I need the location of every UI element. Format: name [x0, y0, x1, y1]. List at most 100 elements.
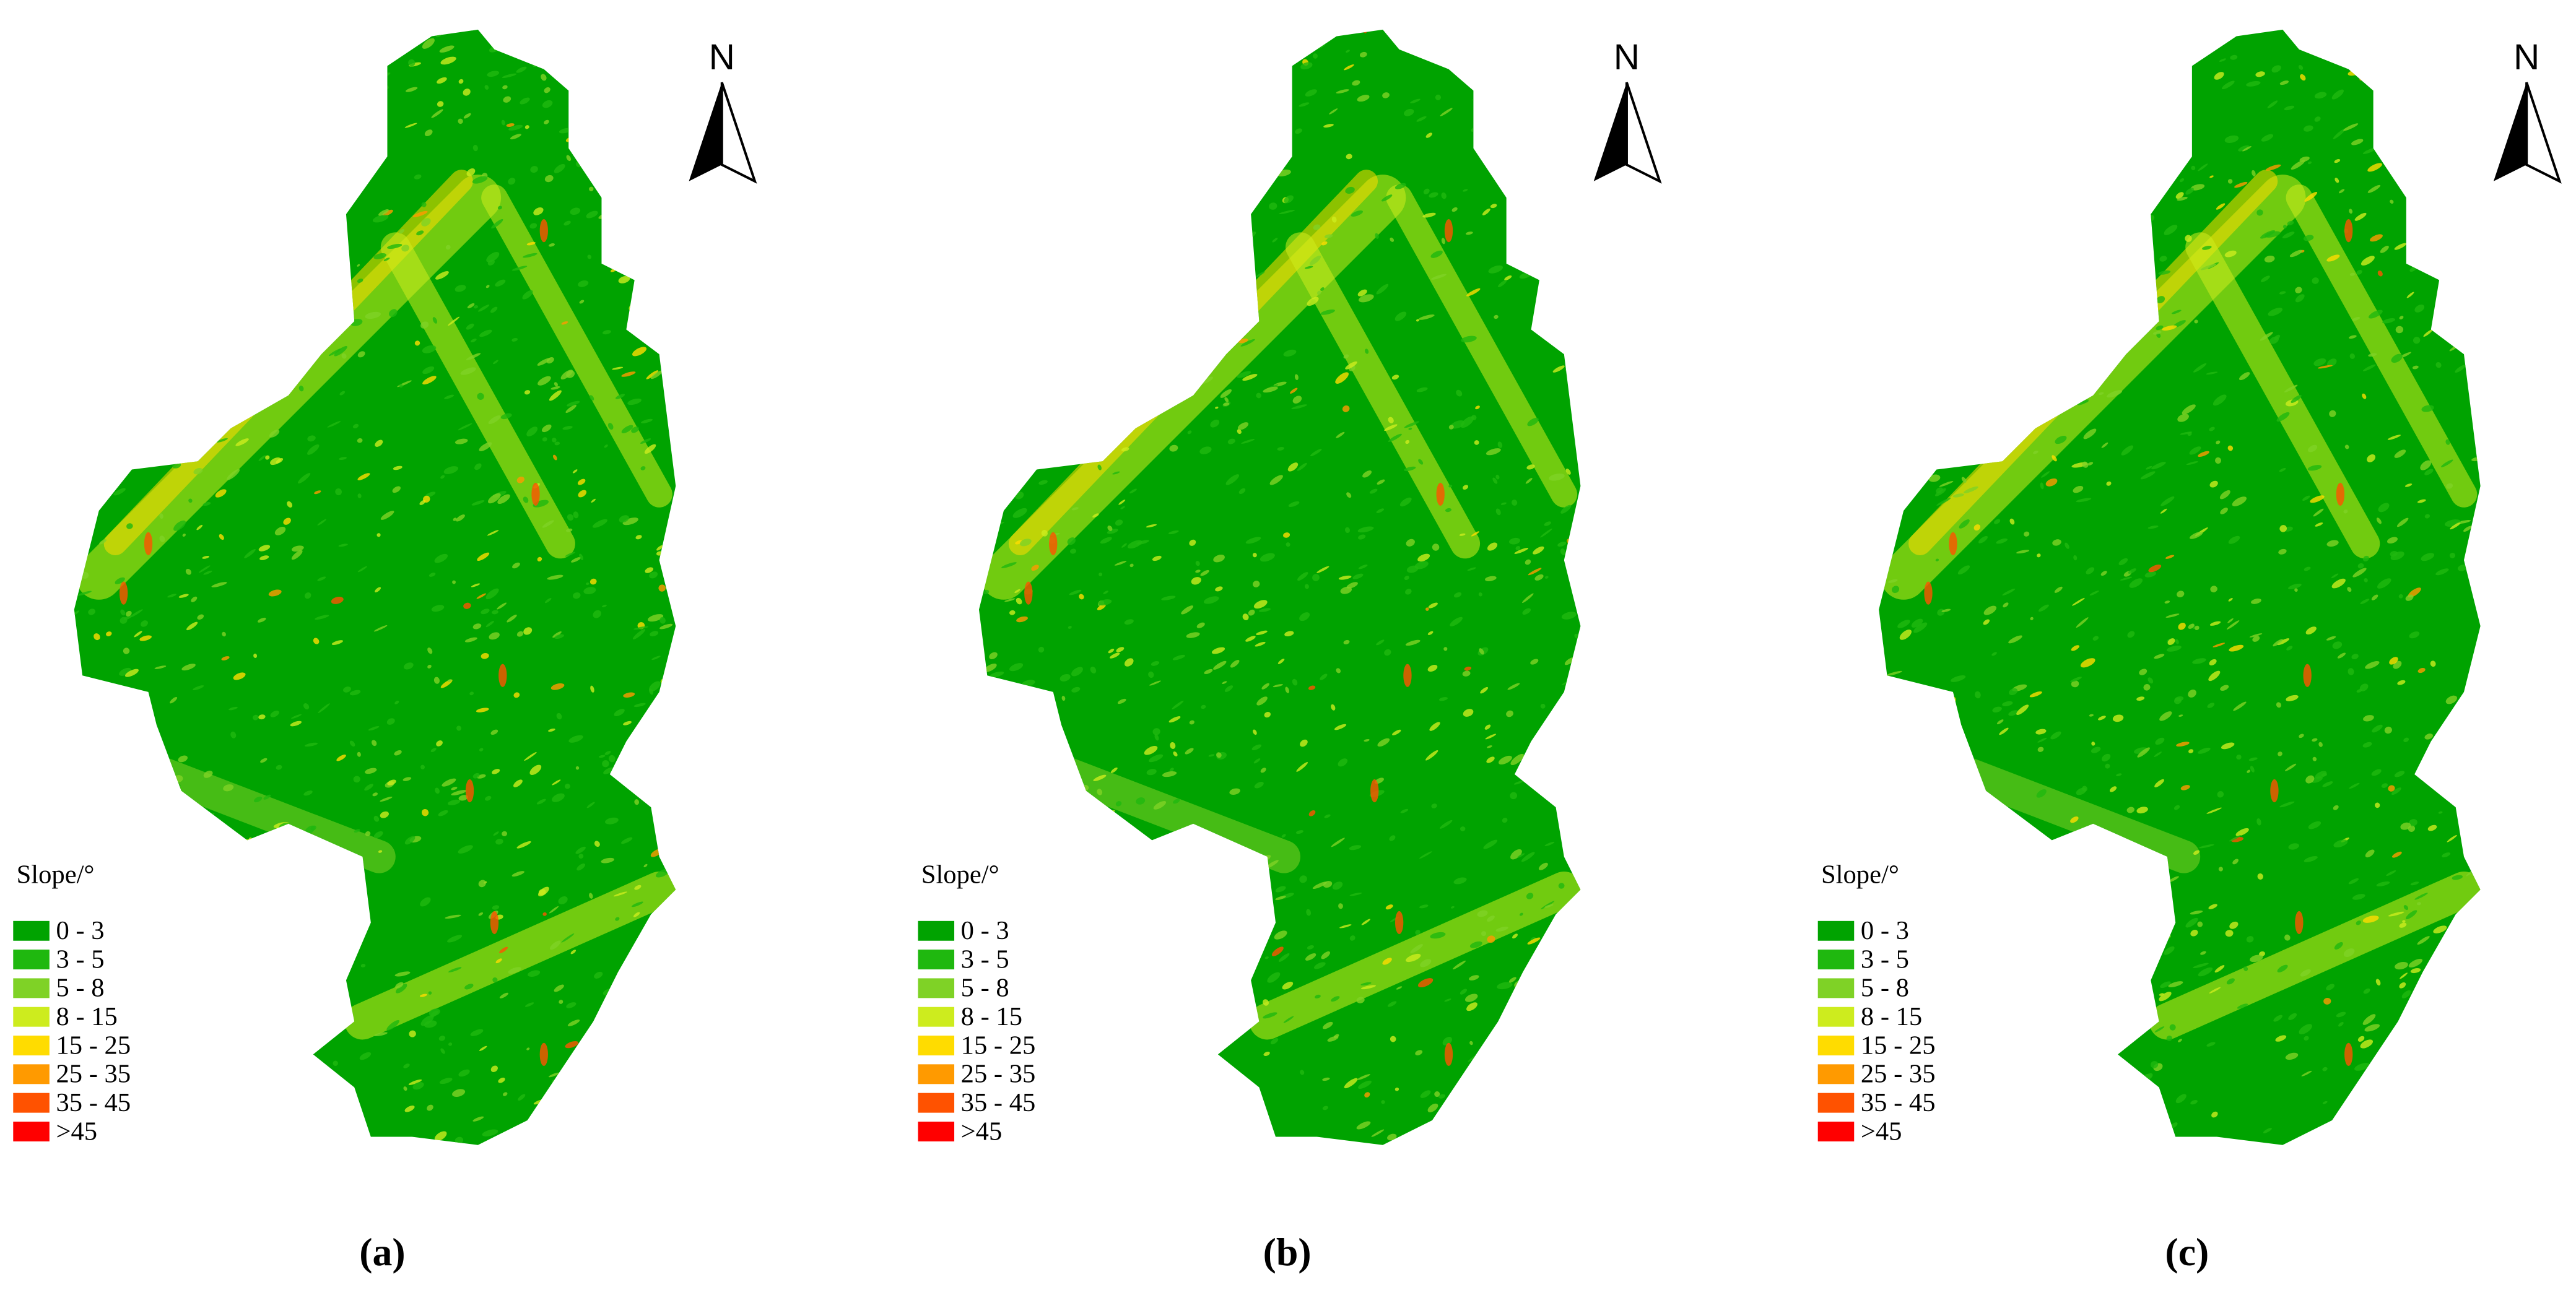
slope-patch [1126, 829, 1131, 834]
slope-patch [1196, 196, 1212, 203]
slope-patch [1198, 1070, 1212, 1076]
slope-patch [1014, 141, 1019, 145]
slope-patch [2419, 1104, 2428, 1111]
slope-patch [359, 1052, 372, 1060]
slope-patch [2443, 1047, 2454, 1054]
slope-patch [434, 1131, 447, 1141]
slope-patch [2384, 726, 2392, 734]
slope-patch [2187, 52, 2198, 59]
slope-patch [1513, 56, 1521, 63]
slope-patch [1993, 519, 2001, 524]
slope-patch [1310, 449, 1322, 457]
slope-patch [586, 802, 595, 808]
slope-patch [2308, 444, 2318, 452]
slope-patch [1395, 183, 1406, 189]
slope-patch [586, 87, 594, 92]
slope-patch [1429, 722, 1440, 731]
slope-patch [270, 711, 279, 717]
slope-patch [983, 282, 988, 285]
slope-patch [416, 230, 424, 236]
slope-patch [2451, 1122, 2461, 1130]
slope-patch [594, 841, 600, 847]
slope-patch [2456, 266, 2469, 274]
slope-patch [2160, 508, 2167, 514]
slope-patch [367, 72, 373, 76]
slope-patch [2003, 254, 2011, 259]
slope-patch [1507, 683, 1520, 690]
slope-patch [2248, 757, 2258, 761]
slope-patch [1251, 744, 1262, 750]
slope-patch [1560, 548, 1566, 555]
slope-patch [1967, 960, 1974, 967]
slope-patch [1912, 840, 1922, 847]
slope-patch [1227, 1081, 1235, 1088]
slope-patch [2232, 496, 2247, 506]
slope-patch [1492, 1076, 1506, 1084]
slope-patch [2288, 583, 2302, 589]
slope-patch [2371, 594, 2378, 600]
slope-patch [346, 104, 357, 112]
slope-patch [559, 1000, 564, 1004]
slope-patch [2277, 964, 2288, 972]
slope-patch [1138, 82, 1153, 89]
slope-patch [111, 256, 128, 264]
slope-patch [2015, 307, 2025, 313]
slope-patch [2389, 657, 2398, 665]
steep-patch [2344, 219, 2353, 243]
slope-patch [2475, 137, 2481, 144]
slope-patch [2052, 243, 2058, 251]
slope-patch [2112, 136, 2124, 144]
slope-patch [204, 168, 215, 175]
slope-patch [1460, 416, 1474, 428]
slope-patch [1269, 162, 1282, 168]
slope-patch [1431, 274, 1447, 280]
slope-patch [2399, 922, 2407, 928]
slope-patch [1211, 1131, 1226, 1139]
slope-patch [1945, 1029, 1955, 1034]
slope-patch [2452, 875, 2463, 880]
slope-patch [1136, 797, 1146, 805]
slope-patch [508, 124, 523, 131]
slope-patch [126, 610, 132, 617]
slope-patch [1324, 234, 1333, 238]
slope-patch [1923, 1135, 1936, 1140]
slope-patch [2008, 710, 2019, 716]
slope-patch [1059, 932, 1064, 938]
slope-patch [235, 438, 249, 446]
slope-patch [1998, 1050, 2009, 1057]
slope-patch [1196, 622, 1205, 628]
slope-patch [556, 712, 562, 720]
slope-patch [2374, 1070, 2385, 1079]
slope-patch [1017, 172, 1025, 178]
slope-patch [74, 755, 79, 759]
slope-patch [537, 376, 551, 386]
slope-patch [174, 940, 183, 945]
slope-patch [2310, 495, 2325, 503]
slope-patch [215, 489, 227, 498]
slope-patch [1299, 612, 1310, 621]
slope-patch [1360, 982, 1372, 986]
slope-patch [1086, 284, 1095, 291]
slope-patch [1395, 311, 1407, 321]
slope-patch [215, 905, 230, 912]
slope-patch [2105, 763, 2110, 769]
slope-patch [1084, 180, 1094, 187]
slope-patch [2155, 737, 2165, 745]
slope-patch [2127, 631, 2135, 638]
slope-patch [440, 56, 456, 65]
slope-patch [452, 580, 456, 584]
slope-patch [74, 779, 83, 787]
slope-patch [2376, 517, 2382, 524]
slope-patch [978, 848, 983, 852]
slope-patch [1245, 636, 1256, 642]
slope-patch [485, 285, 490, 288]
slope-patch [397, 45, 405, 52]
slope-patch [76, 691, 86, 698]
slope-patch [1107, 298, 1115, 305]
slope-patch [1006, 786, 1018, 794]
slope-patch [292, 236, 307, 244]
slope-patch [1928, 474, 1941, 482]
slope-patch [2072, 145, 2079, 149]
slope-patch [2009, 688, 2018, 696]
slope-patch [2375, 1131, 2380, 1134]
